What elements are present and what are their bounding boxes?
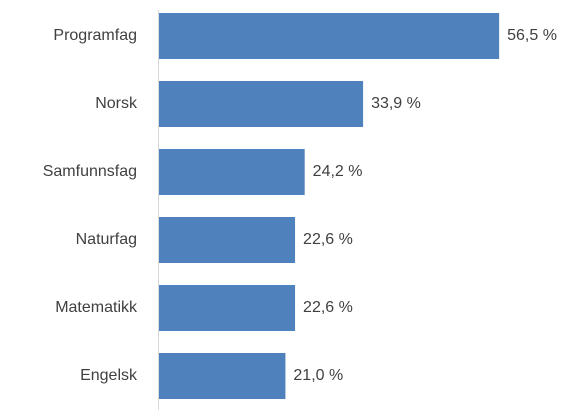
y-tick-label: Norsk <box>95 95 138 112</box>
y-tick-label: Matematikk <box>55 299 138 316</box>
bar <box>159 81 364 127</box>
y-tick-label: Programfag <box>53 27 137 44</box>
data-label: 56,5 % <box>507 27 557 44</box>
bar <box>159 149 305 195</box>
bar <box>159 217 296 263</box>
data-label: 21,0 % <box>293 367 343 384</box>
y-tick-label: Samfunnsfag <box>43 163 137 180</box>
bar <box>159 13 500 59</box>
data-label: 22,6 % <box>303 231 353 248</box>
bar <box>159 353 286 399</box>
y-tick-label: Naturfag <box>76 231 137 248</box>
bar <box>159 285 296 331</box>
data-label: 24,2 % <box>313 163 363 180</box>
y-tick-label: Engelsk <box>80 367 138 384</box>
data-label: 33,9 % <box>371 95 421 112</box>
data-label: 22,6 % <box>303 299 353 316</box>
